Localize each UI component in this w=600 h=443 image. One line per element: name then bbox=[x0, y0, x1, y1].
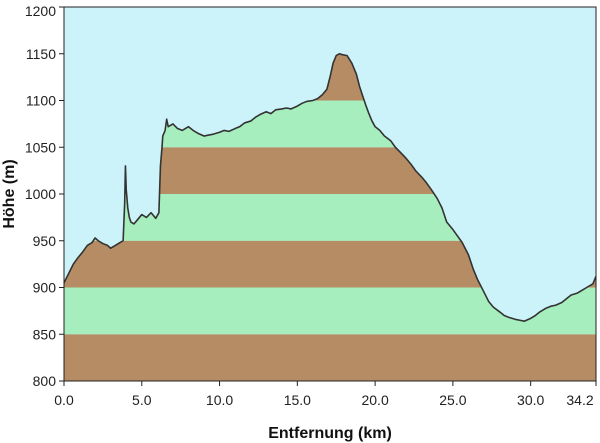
x-tick-label: 0.0 bbox=[54, 392, 74, 408]
x-tick-label: 15.0 bbox=[284, 392, 311, 408]
y-tick-label: 900 bbox=[33, 280, 57, 296]
y-tick-label: 1150 bbox=[26, 46, 56, 62]
y-axis: 800 850 900 950 1000 1050 1100 1150 1200 bbox=[25, 3, 64, 389]
x-tick-label: 34.2 bbox=[566, 392, 593, 408]
x-tick-label: 20.0 bbox=[361, 392, 388, 408]
y-axis-title: Höhe (m) bbox=[1, 159, 18, 228]
x-axis: 0.0 5.0 10.0 15.0 20.0 25.0 30.0 34.2 bbox=[54, 381, 597, 408]
y-tick-label: 1000 bbox=[25, 186, 56, 202]
y-tick-label: 950 bbox=[33, 233, 57, 249]
y-tick-label: 1200 bbox=[25, 3, 56, 19]
elevation-profile-line bbox=[63, 52, 597, 322]
y-tick-label: 850 bbox=[33, 326, 57, 342]
elevation-band bbox=[64, 334, 596, 381]
x-tick-label: 5.0 bbox=[132, 392, 152, 408]
x-axis-title: Entfernung (km) bbox=[268, 425, 392, 442]
x-tick-label: 10.0 bbox=[206, 392, 233, 408]
x-tick-label: 30.0 bbox=[517, 392, 544, 408]
y-tick-label: 1050 bbox=[25, 139, 56, 155]
y-tick-label: 800 bbox=[33, 373, 57, 389]
y-tick-label: 1100 bbox=[26, 93, 56, 109]
x-tick-label: 25.0 bbox=[439, 392, 466, 408]
